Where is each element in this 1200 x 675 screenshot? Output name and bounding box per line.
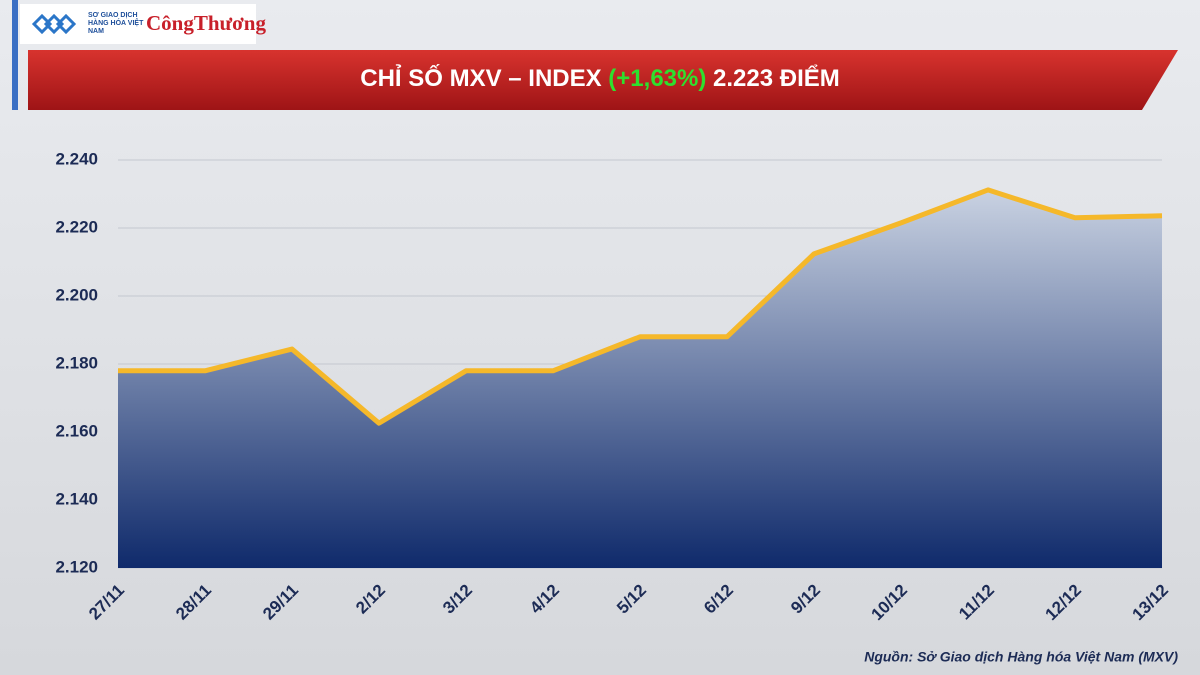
y-tick-label: 2.160 bbox=[55, 421, 98, 440]
chart-title: CHỈ SỐ MXV – INDEX (+1,63%) 2.223 ĐIỂM bbox=[360, 63, 840, 92]
line bbox=[118, 187, 1163, 426]
y-tick-label: 2.200 bbox=[55, 285, 98, 304]
y-tick-label: 2.220 bbox=[55, 217, 98, 236]
title-banner bbox=[28, 50, 1178, 110]
y-tick-label: 2.180 bbox=[55, 353, 98, 372]
title-value: 2.223 ĐIỂM bbox=[713, 64, 840, 92]
brand: CôngThương bbox=[146, 11, 266, 35]
title-main: CHỈ SỐ MXV – INDEX bbox=[360, 63, 601, 92]
area bbox=[118, 189, 1162, 569]
side-bar bbox=[12, 0, 18, 110]
y-tick-label: 2.120 bbox=[55, 557, 98, 576]
source: Nguồn: Sở Giao dịch Hàng hóa Việt Nam (M… bbox=[864, 649, 1178, 665]
logo-text-box: SỞ GIAO DỊCH HÀNG HÓA VIỆT NAM bbox=[88, 12, 144, 35]
y-tick-label: 2.240 bbox=[55, 149, 98, 168]
title-change: (+1,63%) bbox=[608, 65, 706, 92]
y-tick-label: 2.140 bbox=[55, 489, 98, 508]
logo-text: SỞ GIAO DỊCH HÀNG HÓA VIỆT NAM bbox=[88, 12, 144, 35]
logo-icon bbox=[31, 13, 77, 35]
